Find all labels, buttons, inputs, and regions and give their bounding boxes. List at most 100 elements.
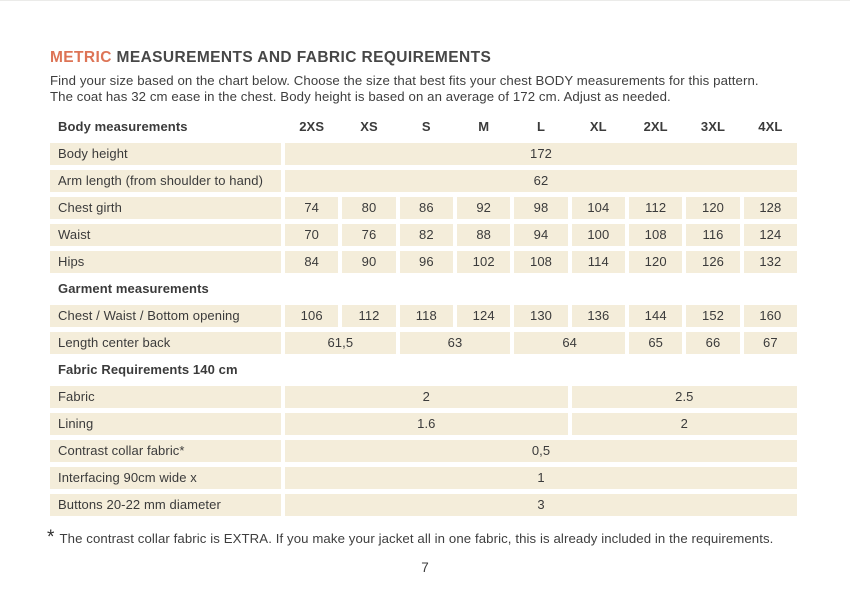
table-header-row: Body measurements 2XS XS S M L XL 2XL 3X… — [50, 116, 797, 138]
size-column-header: 4XL — [758, 119, 783, 135]
value-cell: 144 — [628, 304, 683, 327]
value-cell: 96 — [399, 250, 453, 273]
value-cell: 108 — [514, 250, 568, 273]
value-cell: 63 — [399, 331, 511, 354]
intro-line-2: The coat has 32 cm ease in the chest. Bo… — [50, 88, 671, 104]
size-column-header: 3XL — [700, 119, 726, 135]
value-cell: 120 — [686, 196, 740, 219]
value-cell: 70 — [285, 223, 339, 246]
value-cell: 152 — [686, 304, 740, 327]
table-row-arm-length: Arm length (from shoulder to hand) 62 — [50, 169, 797, 192]
row-label: Hips — [50, 250, 281, 273]
table-row-fabric: Fabric 2 2.5 — [50, 385, 797, 408]
table-row-length-center-back: Length center back 61,5 63 64 65 66 67 — [50, 331, 797, 354]
value-cell: 0,5 — [285, 439, 797, 462]
value-cell: 124 — [743, 223, 797, 246]
value-cell: 102 — [456, 250, 511, 273]
value-cell: 2.5 — [571, 385, 797, 408]
value-cell: 98 — [514, 196, 568, 219]
size-column-header: M — [478, 119, 490, 135]
size-column-header: XL — [589, 119, 607, 135]
value-cell: 106 — [285, 304, 339, 327]
value-cell: 3 — [285, 493, 797, 516]
value-cell: 65 — [628, 331, 683, 354]
intro-text: Find your size based on the chart below.… — [50, 73, 800, 105]
section-header-garment: Garment measurements — [58, 281, 209, 297]
page-title: METRIC MEASUREMENTS AND FABRIC REQUIREME… — [50, 49, 800, 67]
row-label: Chest girth — [50, 196, 281, 219]
value-cell: 136 — [571, 304, 625, 327]
value-cell: 112 — [342, 304, 396, 327]
size-column-header: XS — [360, 119, 378, 135]
value-cell: 160 — [743, 304, 797, 327]
table-row-waist: Waist 70 76 82 88 94 100 108 116 124 — [50, 223, 797, 246]
value-cell: 1.6 — [285, 412, 568, 435]
value-cell: 64 — [514, 331, 625, 354]
row-label: Waist — [50, 223, 281, 246]
footnote-asterisk: * — [47, 526, 55, 548]
table-row-chest-girth: Chest girth 74 80 86 92 98 104 112 120 1… — [50, 196, 797, 219]
row-label: Chest / Waist / Bottom opening — [50, 304, 281, 327]
value-cell: 67 — [743, 331, 797, 354]
value-cell: 88 — [456, 223, 511, 246]
value-cell: 108 — [628, 223, 683, 246]
page-number: 7 — [421, 559, 429, 575]
value-cell: 120 — [628, 250, 683, 273]
value-cell: 2 — [571, 412, 797, 435]
value-cell: 104 — [571, 196, 625, 219]
table-row-body-height: Body height 172 — [50, 142, 797, 165]
value-cell: 172 — [285, 142, 797, 165]
row-label: Body height — [50, 142, 281, 165]
value-cell: 100 — [571, 223, 625, 246]
page-title-accent: METRIC — [50, 49, 112, 66]
measurement-table: Body measurements 2XS XS S M L XL 2XL 3X… — [50, 116, 797, 516]
row-label: Length center back — [50, 331, 281, 354]
table-row-hips: Hips 84 90 96 102 108 114 120 126 132 — [50, 250, 797, 273]
value-cell: 66 — [686, 331, 740, 354]
row-label: Lining — [50, 412, 281, 435]
value-cell: 84 — [285, 250, 339, 273]
table-row-contrast-collar: Contrast collar fabric* 0,5 — [50, 439, 797, 462]
value-cell: 118 — [399, 304, 453, 327]
page-title-rest: MEASUREMENTS AND FABRIC REQUIREMENTS — [116, 49, 492, 66]
value-cell: 80 — [342, 196, 396, 219]
row-label: Interfacing 90cm wide x — [50, 466, 281, 489]
document-page: METRIC MEASUREMENTS AND FABRIC REQUIREME… — [0, 1, 850, 575]
footnote: * The contrast collar fabric is EXTRA. I… — [47, 526, 800, 548]
value-cell: 82 — [399, 223, 453, 246]
value-cell: 2 — [285, 385, 568, 408]
value-cell: 124 — [456, 304, 511, 327]
value-cell: 74 — [285, 196, 339, 219]
value-cell: 130 — [514, 304, 568, 327]
value-cell: 132 — [743, 250, 797, 273]
value-cell: 90 — [342, 250, 396, 273]
value-cell: 61,5 — [285, 331, 396, 354]
table-row-interfacing: Interfacing 90cm wide x 1 — [50, 466, 797, 489]
section-header-fabric-requirements: Fabric Requirements 140 cm — [58, 362, 238, 378]
value-cell: 1 — [285, 466, 797, 489]
value-cell: 86 — [399, 196, 453, 219]
value-cell: 116 — [686, 223, 740, 246]
value-cell: 76 — [342, 223, 396, 246]
value-cell: 114 — [571, 250, 625, 273]
value-cell: 62 — [285, 169, 797, 192]
value-cell: 126 — [686, 250, 740, 273]
header-body-measurements: Body measurements — [58, 119, 188, 135]
row-label: Buttons 20-22 mm diameter — [50, 493, 281, 516]
size-column-header: 2XL — [643, 119, 668, 135]
row-label: Fabric — [50, 385, 281, 408]
value-cell: 128 — [743, 196, 797, 219]
value-cell: 92 — [456, 196, 511, 219]
table-row-buttons: Buttons 20-22 mm diameter 3 — [50, 493, 797, 516]
size-column-header: L — [536, 119, 546, 135]
table-row-opening: Chest / Waist / Bottom opening 106 112 1… — [50, 304, 797, 327]
size-column-header: S — [421, 119, 431, 135]
footnote-text: The contrast collar fabric is EXTRA. If … — [59, 530, 774, 546]
table-row-lining: Lining 1.6 2 — [50, 412, 797, 435]
size-column-header: 2XS — [299, 119, 325, 135]
value-cell: 94 — [514, 223, 568, 246]
value-cell: 112 — [628, 196, 683, 219]
intro-line-1: Find your size based on the chart below.… — [50, 73, 759, 88]
row-label: Contrast collar fabric* — [50, 439, 281, 462]
row-label: Arm length (from shoulder to hand) — [50, 169, 281, 192]
